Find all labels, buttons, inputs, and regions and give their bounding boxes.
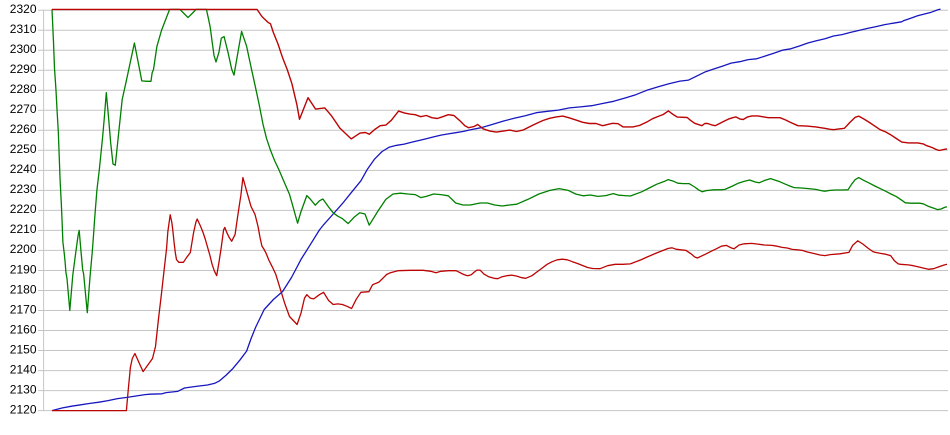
- svg-text:2130: 2130: [10, 382, 37, 396]
- svg-text:2150: 2150: [10, 342, 37, 356]
- svg-text:2320: 2320: [10, 2, 37, 16]
- svg-text:2280: 2280: [10, 82, 37, 96]
- svg-text:2230: 2230: [10, 182, 37, 196]
- svg-text:2250: 2250: [10, 142, 37, 156]
- svg-text:2240: 2240: [10, 162, 37, 176]
- svg-text:2140: 2140: [10, 362, 37, 376]
- svg-text:2270: 2270: [10, 102, 37, 116]
- svg-text:2290: 2290: [10, 62, 37, 76]
- svg-text:2300: 2300: [10, 42, 37, 56]
- svg-text:2220: 2220: [10, 202, 37, 216]
- svg-text:2210: 2210: [10, 222, 37, 236]
- svg-text:2170: 2170: [10, 302, 37, 316]
- svg-text:2260: 2260: [10, 122, 37, 136]
- svg-text:2310: 2310: [10, 22, 37, 36]
- svg-text:2180: 2180: [10, 282, 37, 296]
- svg-text:2120: 2120: [10, 402, 37, 416]
- svg-text:2200: 2200: [10, 242, 37, 256]
- svg-text:2160: 2160: [10, 322, 37, 336]
- svg-text:2190: 2190: [10, 262, 37, 276]
